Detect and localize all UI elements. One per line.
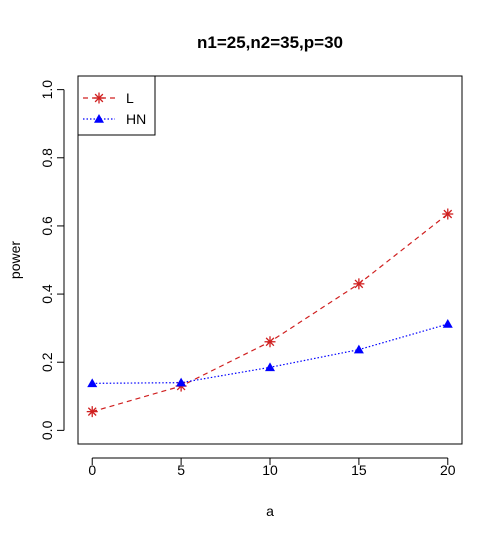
series-line-L [92, 213, 449, 413]
data-point-L [264, 336, 276, 348]
legend-label-L: L [126, 90, 134, 106]
x-tick-label: 20 [440, 462, 456, 478]
data-point-HN [176, 377, 187, 387]
x-tick-label: 5 [177, 462, 185, 478]
y-tick-label: 0.6 [39, 216, 55, 236]
series-line-HN [92, 323, 448, 384]
data-point-L [86, 406, 98, 418]
y-tick-label: 0.4 [39, 284, 55, 304]
series-layer [86, 208, 454, 418]
chart-title: n1=25,n2=35,p=30 [197, 33, 343, 52]
data-point-HN [87, 378, 98, 388]
data-point-L [442, 208, 454, 220]
y-tick-label: 0.2 [39, 352, 55, 372]
legend-box [77, 75, 156, 136]
legend: L HN [77, 75, 156, 136]
x-axis-label: a [266, 503, 274, 519]
x-tick-label: 10 [262, 462, 278, 478]
data-point-L [353, 278, 365, 290]
x-axis: 0 5 10 15 20 [88, 457, 456, 478]
x-tick-label: 0 [88, 462, 96, 478]
data-point-HN [265, 362, 275, 372]
y-tick-label: 0.8 [39, 148, 55, 168]
y-axis-label: power [7, 241, 23, 279]
y-tick-label: 1.0 [39, 80, 55, 100]
series-L [86, 208, 454, 418]
legend-marker-HN [94, 114, 104, 123]
data-point-HN [353, 344, 364, 354]
plot-frame [77, 75, 463, 445]
y-axis: 0.0 0.2 0.4 0.6 0.8 1.0 [39, 80, 65, 440]
legend-marker-L [93, 92, 105, 104]
legend-label-HN: HN [126, 111, 146, 127]
data-point-HN [442, 319, 453, 328]
y-tick-label: 0.0 [39, 420, 55, 440]
series-HN [87, 319, 453, 388]
x-tick-label: 15 [351, 462, 367, 478]
